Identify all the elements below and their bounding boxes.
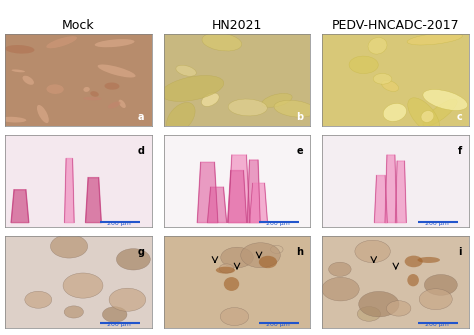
Polygon shape xyxy=(374,176,387,222)
Circle shape xyxy=(64,306,83,318)
Circle shape xyxy=(419,289,452,310)
Circle shape xyxy=(386,301,411,316)
Ellipse shape xyxy=(259,256,277,268)
Polygon shape xyxy=(385,155,397,222)
Circle shape xyxy=(357,307,381,321)
Ellipse shape xyxy=(423,99,457,127)
Ellipse shape xyxy=(408,98,440,133)
Circle shape xyxy=(117,249,150,270)
Ellipse shape xyxy=(274,100,316,117)
Text: 200 μm: 200 μm xyxy=(425,322,449,327)
Ellipse shape xyxy=(83,87,90,92)
Polygon shape xyxy=(85,178,101,222)
Ellipse shape xyxy=(383,104,407,122)
Text: f: f xyxy=(458,146,462,156)
Text: h: h xyxy=(296,247,303,257)
Text: 200 μm: 200 μm xyxy=(108,221,131,226)
Ellipse shape xyxy=(11,69,25,72)
Text: g: g xyxy=(137,247,144,257)
Circle shape xyxy=(102,307,127,322)
Text: d: d xyxy=(137,146,144,156)
Circle shape xyxy=(424,274,457,295)
Ellipse shape xyxy=(90,91,99,97)
Ellipse shape xyxy=(0,117,26,123)
Ellipse shape xyxy=(421,111,434,122)
Circle shape xyxy=(271,246,283,253)
Ellipse shape xyxy=(407,274,419,286)
Ellipse shape xyxy=(161,75,224,102)
Text: 200 μm: 200 μm xyxy=(266,221,290,226)
Ellipse shape xyxy=(37,105,49,123)
Polygon shape xyxy=(11,190,29,222)
Ellipse shape xyxy=(262,93,292,107)
Circle shape xyxy=(25,291,52,308)
Circle shape xyxy=(220,308,249,326)
Circle shape xyxy=(221,247,253,268)
Circle shape xyxy=(241,243,280,268)
Ellipse shape xyxy=(224,277,239,291)
Ellipse shape xyxy=(349,56,378,74)
Ellipse shape xyxy=(382,80,399,91)
Circle shape xyxy=(219,264,234,273)
Ellipse shape xyxy=(405,256,423,267)
Ellipse shape xyxy=(228,99,267,116)
Text: 200 μm: 200 μm xyxy=(425,221,449,226)
Text: a: a xyxy=(138,112,144,122)
Ellipse shape xyxy=(108,102,120,109)
Polygon shape xyxy=(197,162,218,222)
Polygon shape xyxy=(208,187,227,222)
Ellipse shape xyxy=(118,99,126,108)
Text: HN2021: HN2021 xyxy=(212,19,262,32)
Ellipse shape xyxy=(201,93,219,107)
Text: 200 μm: 200 μm xyxy=(266,322,290,327)
Text: 200 μm: 200 μm xyxy=(108,322,131,327)
Polygon shape xyxy=(250,183,267,222)
Circle shape xyxy=(355,240,390,263)
Polygon shape xyxy=(247,160,260,222)
Ellipse shape xyxy=(46,84,64,94)
Ellipse shape xyxy=(5,45,35,54)
Text: PEDV-HNCADC-2017: PEDV-HNCADC-2017 xyxy=(332,19,460,32)
Text: e: e xyxy=(297,146,303,156)
Polygon shape xyxy=(228,155,250,222)
Ellipse shape xyxy=(407,33,462,45)
Ellipse shape xyxy=(368,38,387,54)
Text: Mock: Mock xyxy=(62,19,94,32)
Circle shape xyxy=(322,277,359,301)
Polygon shape xyxy=(228,171,246,222)
Ellipse shape xyxy=(373,73,392,84)
Ellipse shape xyxy=(176,65,196,76)
Ellipse shape xyxy=(98,65,136,77)
Circle shape xyxy=(359,291,399,317)
Ellipse shape xyxy=(95,39,135,47)
Ellipse shape xyxy=(46,36,77,48)
Text: b: b xyxy=(296,112,303,122)
Circle shape xyxy=(50,234,88,258)
Circle shape xyxy=(109,288,146,311)
Ellipse shape xyxy=(423,89,467,111)
Circle shape xyxy=(63,273,103,298)
Ellipse shape xyxy=(216,267,235,274)
Ellipse shape xyxy=(418,257,440,263)
Polygon shape xyxy=(64,158,74,222)
Text: i: i xyxy=(458,247,462,257)
Ellipse shape xyxy=(23,76,34,85)
Circle shape xyxy=(328,262,351,276)
Ellipse shape xyxy=(83,97,101,100)
Ellipse shape xyxy=(166,103,195,133)
Ellipse shape xyxy=(202,33,242,51)
Text: c: c xyxy=(456,112,462,122)
Polygon shape xyxy=(395,161,406,222)
Ellipse shape xyxy=(104,82,119,90)
